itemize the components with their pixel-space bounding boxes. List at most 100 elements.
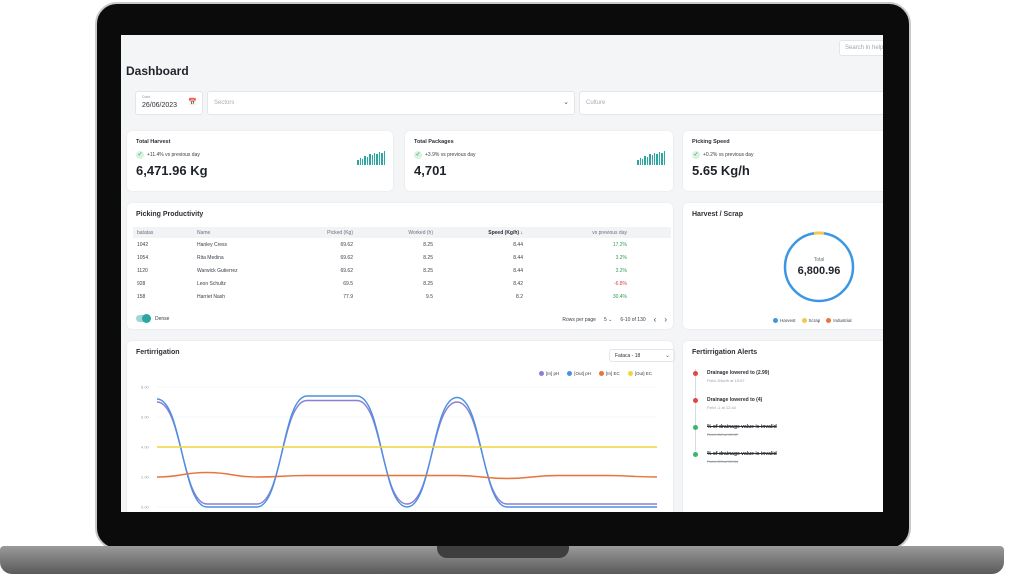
cell-name: Leon Schultz bbox=[197, 280, 226, 287]
cell-worked: 8.25 bbox=[423, 241, 433, 248]
kpi-card-speed: Picking Speed ✓ +0.2% vs previous day 5.6… bbox=[683, 131, 883, 191]
cell-speed: 8.2 bbox=[516, 293, 523, 300]
alert-sub: Field -1 at 12:44 bbox=[707, 405, 736, 410]
series-line-2 bbox=[156, 471, 658, 480]
cell-speed: 8.44 bbox=[513, 267, 523, 274]
kpi-delta-text: +3.9% vs previous day bbox=[425, 152, 476, 158]
kpi-value: 4,701 bbox=[414, 163, 447, 178]
sectors-select[interactable]: Sectors ⌄ bbox=[207, 91, 575, 115]
dense-label: Dense bbox=[155, 315, 170, 322]
field-select[interactable]: Fataca - 18 ⌄ bbox=[609, 349, 675, 362]
cell-id: 158 bbox=[137, 293, 146, 300]
table-row[interactable]: 928 Leon Schultz 69.5 8.25 8.42 -6.8% bbox=[133, 277, 671, 290]
dense-toggle[interactable]: Dense bbox=[136, 314, 170, 323]
calendar-icon[interactable]: 📅 bbox=[188, 99, 197, 106]
section-title: Picking Productivity bbox=[136, 211, 204, 218]
kpi-value: 5.65 Kg/h bbox=[692, 163, 750, 178]
date-field[interactable]: Date 26/06/2023 📅 bbox=[135, 91, 203, 115]
column-header[interactable]: Name bbox=[197, 229, 211, 236]
table-header: batatas Name Picked (Kg) Worked (h) Spee… bbox=[133, 227, 671, 238]
chevron-down-icon: ⌄ bbox=[664, 353, 670, 359]
alert-sub: Field -28 at 10:47 bbox=[707, 432, 739, 437]
alert-title: % of drainage value is invalid bbox=[707, 424, 777, 430]
cell-name: Harriet Nash bbox=[197, 293, 226, 300]
section-title: Fertirrigation Alerts bbox=[692, 349, 758, 356]
alert-dot bbox=[693, 398, 698, 403]
column-header[interactable]: batatas bbox=[137, 229, 154, 236]
donut-chart: Total 6,800.96 bbox=[781, 229, 857, 305]
fertirrigation-chart: 0.002.004.006.008.00Jun 16Jun 17Jun 18Ju… bbox=[141, 385, 658, 510]
kpi-delta: ✓ +3.9% vs previous day bbox=[414, 151, 475, 159]
chart-legend: [In] pH [Out] pH [In] EC [Out] EC bbox=[539, 371, 652, 377]
legend-item: Scrap bbox=[801, 318, 820, 324]
toggle-switch[interactable] bbox=[136, 314, 151, 323]
culture-select[interactable]: Culture bbox=[579, 91, 883, 115]
table-row[interactable]: 1054 Rita Medina 69.62 8.25 8.44 3.2% bbox=[133, 251, 671, 264]
rows-per-page-label: Rows per page bbox=[562, 316, 596, 323]
productivity-table: batatas Name Picked (Kg) Worked (h) Spee… bbox=[133, 227, 671, 303]
fertirrigation-card: Fertirrigation Fataca - 18 ⌄ [In] pH [Out… bbox=[127, 341, 675, 512]
check-icon: ✓ bbox=[414, 151, 422, 159]
cell-picked: 69.62 bbox=[340, 241, 353, 248]
kpi-value: 6,471.96 Kg bbox=[136, 163, 208, 178]
cell-name: Hanley Cress bbox=[197, 241, 228, 248]
y-tick-label: 0.00 bbox=[141, 505, 150, 510]
kpi-card-harvest: Total Harvest ✓ +11.4% vs previous day 6,… bbox=[127, 131, 393, 191]
date-label: Date bbox=[142, 94, 151, 99]
page-range: 6-10 of 130 bbox=[620, 316, 646, 323]
legend-item: Harvest bbox=[773, 318, 796, 324]
cell-picked: 69.62 bbox=[340, 267, 353, 274]
dashboard-screen: Search in help Dashboard Date 26/06/2023… bbox=[121, 35, 883, 512]
legend-item[interactable]: [In] pH bbox=[539, 371, 559, 377]
picking-productivity-card: Picking Productivity batatas Name Picked… bbox=[127, 203, 673, 329]
cell-picked: 69.62 bbox=[340, 254, 353, 261]
table-row[interactable]: 1042 Hanley Cress 69.62 8.25 8.44 17.2% bbox=[133, 238, 671, 251]
rows-per-page-value: 5 bbox=[603, 316, 607, 323]
laptop-notch bbox=[437, 546, 569, 558]
section-title: Harvest / Scrap bbox=[692, 211, 743, 218]
cell-picked: 69.5 bbox=[343, 280, 353, 287]
column-header[interactable]: Worked (h) bbox=[408, 229, 433, 236]
table-row[interactable]: 158 Harriet Nash 77.9 9.5 8.2 30.4% bbox=[133, 290, 671, 303]
y-tick-label: 6.00 bbox=[141, 415, 150, 420]
alert-title: Drainage lowered to (4) bbox=[707, 397, 763, 403]
legend-item[interactable]: [Out] EC bbox=[627, 371, 652, 377]
field-select-value: Fataca - 18 bbox=[615, 353, 641, 359]
cell-speed: 8.44 bbox=[513, 254, 523, 261]
sectors-placeholder: Sectors bbox=[214, 100, 235, 106]
chevron-down-icon: ⌄ bbox=[563, 99, 569, 106]
chevron-left-icon[interactable]: ‹ bbox=[653, 315, 657, 324]
kpi-delta-text: +0.2% vs previous day bbox=[703, 152, 754, 158]
legend-item[interactable]: [Out] pH bbox=[567, 371, 591, 377]
search-input[interactable]: Search in help bbox=[839, 40, 883, 56]
alert-dot bbox=[693, 371, 698, 376]
cell-id: 928 bbox=[137, 280, 146, 287]
table-row[interactable]: 1120 Warwick Gutierrez 69.62 8.25 8.44 3.2% bbox=[133, 264, 671, 277]
cell-speed: 8.42 bbox=[513, 280, 523, 287]
page-title: Dashboard bbox=[126, 64, 189, 78]
column-header-sorted[interactable]: Speed (Kg/h) ↓ bbox=[488, 229, 523, 236]
alerts-card: Fertirrigation Alerts Drainage lowered t… bbox=[683, 341, 883, 512]
kpi-delta: ✓ +0.2% vs previous day bbox=[692, 151, 753, 159]
legend-item[interactable]: [In] EC bbox=[599, 371, 620, 377]
column-header[interactable]: Picked (Kg) bbox=[327, 229, 353, 236]
alert-dot bbox=[693, 452, 698, 457]
check-icon: ✓ bbox=[692, 151, 700, 159]
cell-picked: 77.9 bbox=[343, 293, 353, 300]
y-tick-label: 2.00 bbox=[141, 475, 150, 480]
rows-per-page-select[interactable]: 5 ⌄ bbox=[603, 316, 613, 323]
donut-center: Total 6,800.96 bbox=[781, 229, 857, 305]
cell-id: 1054 bbox=[137, 254, 149, 261]
column-header[interactable]: vs previous day bbox=[592, 229, 627, 236]
cell-worked: 8.25 bbox=[423, 280, 433, 287]
pagination: Rows per page 5 ⌄ 6-10 of 130 ‹ › bbox=[562, 315, 667, 324]
sparkline-icon bbox=[357, 151, 385, 165]
timeline-line bbox=[695, 369, 696, 451]
cell-id: 1042 bbox=[137, 241, 149, 248]
cell-change: 3.2% bbox=[615, 254, 627, 261]
cell-change: 17.2% bbox=[612, 241, 627, 248]
cell-worked: 8.25 bbox=[423, 267, 433, 274]
chevron-right-icon[interactable]: › bbox=[664, 315, 667, 324]
kpi-title: Picking Speed bbox=[692, 139, 730, 145]
cell-speed: 8.44 bbox=[513, 241, 523, 248]
